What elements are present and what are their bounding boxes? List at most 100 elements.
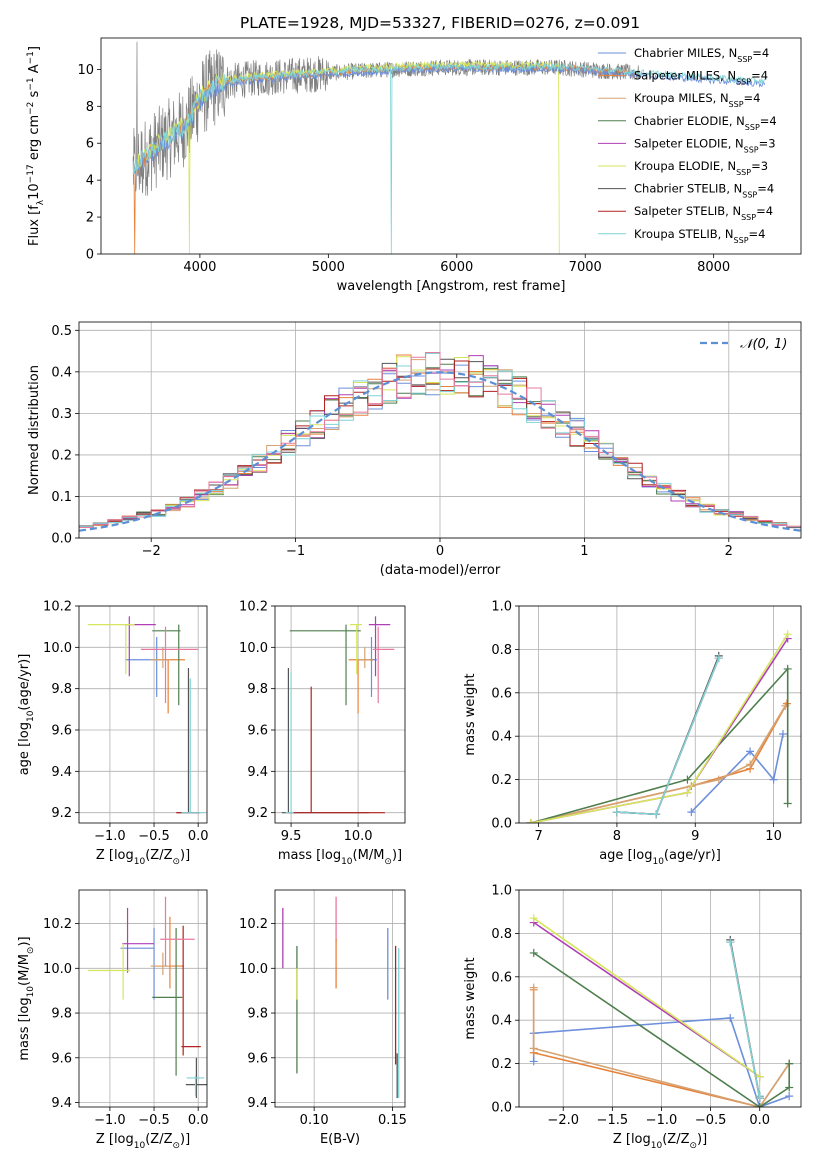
label-part: Z [: [96, 1132, 114, 1147]
weight-point-marker: [529, 1044, 538, 1053]
label-part: log: [633, 848, 653, 863]
plot-area: [87, 896, 207, 1099]
legend-nssp: =4: [752, 46, 769, 60]
x-tick-label: −0.5: [138, 1113, 170, 1128]
legend-series-name: Chabrier STELIB, N: [634, 182, 742, 196]
y-tick-label: 10.2: [43, 600, 72, 615]
label-part: mass [: [17, 1017, 32, 1060]
x-tick-label: −2: [142, 544, 161, 559]
x-tick-label: 7: [534, 829, 542, 844]
weight-point-marker: [526, 819, 535, 823]
legend-sub: SSP: [729, 100, 744, 109]
label-sub: ⊙: [172, 1141, 180, 1151]
y-tick-label: 2: [86, 211, 94, 226]
y-tick-label: 0.2: [491, 1057, 512, 1072]
y-tick-label: 9.6: [247, 724, 268, 739]
legend-sub: SSP: [736, 77, 751, 86]
x-tick-label: 8000: [697, 260, 730, 275]
y-tick-label: 1.0: [491, 600, 512, 615]
weight-point-marker: [783, 799, 792, 808]
y-tick-label: 1.0: [491, 884, 512, 899]
x-tick-label: 8: [613, 829, 621, 844]
x-tick-label: 10.0: [344, 829, 373, 844]
chart-title: PLATE=1928, MJD=53327, FIBERID=0276, z=0…: [240, 14, 640, 32]
label-part: (Z/Z: [662, 1132, 689, 1147]
legend-series-name: Salpeter MILES, N: [634, 69, 736, 83]
weight-point-marker: [726, 1014, 735, 1023]
legend-nssp: =4: [749, 227, 766, 241]
y-tick-label: 10.2: [239, 600, 268, 615]
weight-series-line: [533, 952, 790, 1107]
label-part: log: [17, 997, 32, 1017]
label-part: log: [114, 1132, 134, 1147]
x-tick-label: 9: [691, 829, 699, 844]
x-tick-label: −1.0: [94, 829, 126, 844]
weight-point-marker: [714, 775, 723, 784]
x-axis-label: Z [log10(Z/Z⊙)]: [96, 1132, 190, 1151]
weight-series-line: [532, 987, 790, 1107]
x-tick-label: 5000: [312, 260, 345, 275]
y-tick-label: 0.6: [491, 970, 512, 985]
y-tick-label: 9.4: [247, 1096, 268, 1111]
x-tick-label: 4000: [183, 260, 216, 275]
y-tick-label: 0: [86, 248, 94, 263]
weight-point-marker: [714, 654, 723, 663]
x-tick-label: 0.10: [300, 1113, 329, 1128]
y-axis-label: Normed distribution: [27, 365, 42, 495]
label-sup: −1: [26, 51, 36, 64]
weight-point-marker: [769, 775, 778, 784]
x-tick-label: 0.15: [378, 1113, 407, 1128]
weight-point-marker: [726, 938, 735, 947]
label-part: Z [: [96, 848, 114, 863]
x-tick-label: 7000: [569, 260, 602, 275]
label-sub: 10: [651, 1141, 663, 1151]
y-tick-label: 9.8: [247, 682, 268, 697]
weight-point-marker: [683, 788, 692, 797]
y-tick-label: 10.2: [43, 917, 72, 932]
x-axis-label: E(B-V): [320, 1132, 360, 1147]
legend-nssp: =4: [756, 204, 773, 218]
label-part: log: [17, 722, 32, 742]
x-tick-label: 0: [436, 544, 444, 559]
legend-sub: SSP: [742, 190, 757, 199]
weight-point-marker: [755, 1072, 764, 1081]
x-tick-label: 2: [725, 544, 733, 559]
label-part: (Z/Z: [145, 1132, 172, 1147]
label-part: (age/yr)]: [17, 654, 32, 711]
weight-point-marker: [785, 1092, 794, 1101]
plot-frame: [100, 37, 802, 255]
label-part: Normed distribution: [27, 365, 42, 495]
label-part: log: [321, 848, 341, 863]
plot-frame: [518, 605, 802, 824]
y-tick-label: 9.8: [247, 1007, 268, 1022]
weight-series-line: [530, 705, 786, 823]
axes-residuals: −2 −1 0 1 2 0.0 0.1 0.2 0.3 0.4 0.5 (data-model)/er…: [27, 321, 802, 578]
y-axis-label: mass [log10(M/M⊙)]: [17, 936, 36, 1060]
y-tick-label: 6: [86, 137, 94, 152]
weight-series-line: [616, 655, 720, 816]
legend-label: Salpeter MILES, NSSP=4: [634, 69, 768, 87]
plot-frame: [78, 321, 802, 539]
plot-area: [526, 630, 792, 823]
label-part: s: [27, 90, 42, 101]
y-tick-label: 10: [77, 63, 94, 78]
label-part: Flux [f: [27, 205, 42, 246]
weight-point-marker: [783, 630, 792, 639]
axes-age-vs-Z: −1.0 −0.5 0.09.29.49.69.810.010.2Z [log10(…: [17, 600, 209, 868]
x-tick-label: −2.0: [547, 1113, 579, 1128]
legend-label: Chabrier MILES, NSSP=4: [634, 46, 769, 64]
plot-area: [132, 41, 766, 254]
weight-point-marker: [529, 914, 538, 923]
normal-curve-line: [79, 371, 801, 532]
y-tick-label: 0.0: [491, 1101, 512, 1116]
legend-nssp: =4: [757, 182, 774, 196]
label-sup: −17: [26, 164, 36, 183]
x-tick-label: −1.0: [94, 1113, 126, 1128]
label-part: age [: [17, 742, 32, 775]
x-axis-label: mass [log10(M/M⊙)]: [278, 848, 402, 867]
y-tick-label: 0.0: [491, 817, 512, 832]
y-tick-label: 0.8: [491, 643, 512, 658]
